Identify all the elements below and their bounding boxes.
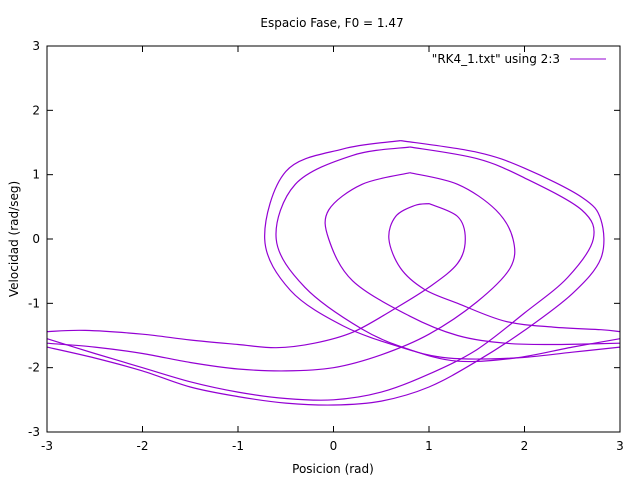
chart-title: Espacio Fase, F0 = 1.47	[260, 16, 403, 30]
y-tick-label: 0	[32, 232, 40, 246]
trajectory-line	[46, 203, 466, 349]
y-tick-label: -3	[28, 425, 40, 439]
x-tick-label: -3	[41, 439, 53, 453]
x-tick-label: 1	[425, 439, 433, 453]
x-tick-label: 3	[616, 439, 624, 453]
x-tick-label: 0	[330, 439, 338, 453]
y-tick-label: 1	[32, 168, 40, 182]
trajectory-line	[46, 140, 605, 406]
y-tick-label: 2	[32, 103, 40, 117]
x-tick-label: -1	[232, 439, 244, 453]
x-axis-label: Posicion (rad)	[292, 462, 374, 476]
plot-frame	[46, 45, 621, 433]
y-tick-label: -1	[28, 296, 40, 310]
trajectory-line	[275, 146, 621, 363]
y-axis-label: Velocidad (rad/seg)	[7, 181, 21, 297]
y-tick-label: -2	[28, 361, 40, 375]
x-tick-label: 2	[521, 439, 529, 453]
trajectory-line	[324, 172, 621, 346]
legend: "RK4_1.txt" using 2:3	[432, 52, 606, 66]
y-tick-label: 3	[32, 39, 40, 53]
trajectory-line	[46, 146, 595, 401]
axis-ticks: -3 -2 -1 0 1 2 3 -3 -2 -1 0 1 2 3	[28, 39, 624, 453]
legend-label: "RK4_1.txt" using 2:3	[432, 52, 560, 66]
trajectory-line	[388, 203, 621, 333]
series-layer	[46, 140, 621, 406]
x-tick-label: -2	[137, 439, 149, 453]
trajectory-line	[264, 140, 621, 360]
trajectory-line	[46, 172, 516, 372]
